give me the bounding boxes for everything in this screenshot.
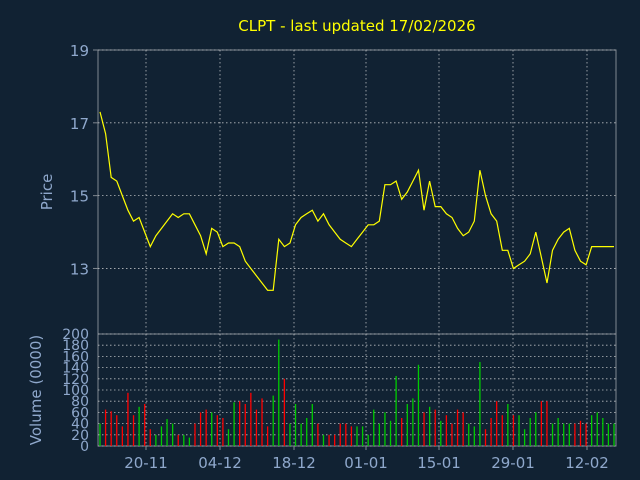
price-panel: 13 15 17 19 Price <box>38 42 617 335</box>
price-y-tick-label: 15 <box>70 188 89 206</box>
volume-y-tick-label: 200 <box>62 327 89 343</box>
price-plot-frame <box>97 49 617 335</box>
volume-y-tick-label: 60 <box>71 405 89 421</box>
x-tick-label: 04-12 <box>198 454 242 472</box>
x-tick-label: 18-12 <box>272 454 316 472</box>
price-series-line <box>99 111 614 291</box>
x-tick-label: 15-01 <box>417 454 461 472</box>
price-grid <box>93 49 616 334</box>
volume-bars <box>99 339 615 446</box>
volume-axis-label: Volume (0000) <box>27 335 45 445</box>
x-tick-label: 29-01 <box>491 454 535 472</box>
price-y-tick-label: 19 <box>70 42 89 60</box>
price-axis-label: Price <box>38 174 56 211</box>
chart-title: CLPT - last updated 17/02/2026 <box>238 17 475 35</box>
x-tick-label: 01-01 <box>344 454 388 472</box>
price-y-tick-label: 13 <box>70 260 89 278</box>
volume-y-tick-label: 100 <box>62 383 89 399</box>
volume-y-tick-label: 0 <box>80 439 89 455</box>
volume-y-tick-label: 40 <box>71 417 89 433</box>
volume-y-tick-label: 180 <box>62 338 89 354</box>
x-tick-label: 12-02 <box>565 454 609 472</box>
volume-y-tick-label: 80 <box>71 394 89 410</box>
volume-y-tick-label: 140 <box>62 361 89 377</box>
volume-y-tick-label: 20 <box>71 428 89 444</box>
price-y-tick-label: 17 <box>70 115 89 133</box>
volume-y-tick-label: 120 <box>62 372 89 388</box>
x-tick-labels: 20-11 04-12 18-12 01-01 15-01 29-01 12-02 <box>124 454 609 472</box>
volume-y-tick-label: 160 <box>62 349 89 365</box>
x-tick-label: 20-11 <box>124 454 168 472</box>
price-y-tick-labels: 13 15 17 19 <box>70 42 89 278</box>
